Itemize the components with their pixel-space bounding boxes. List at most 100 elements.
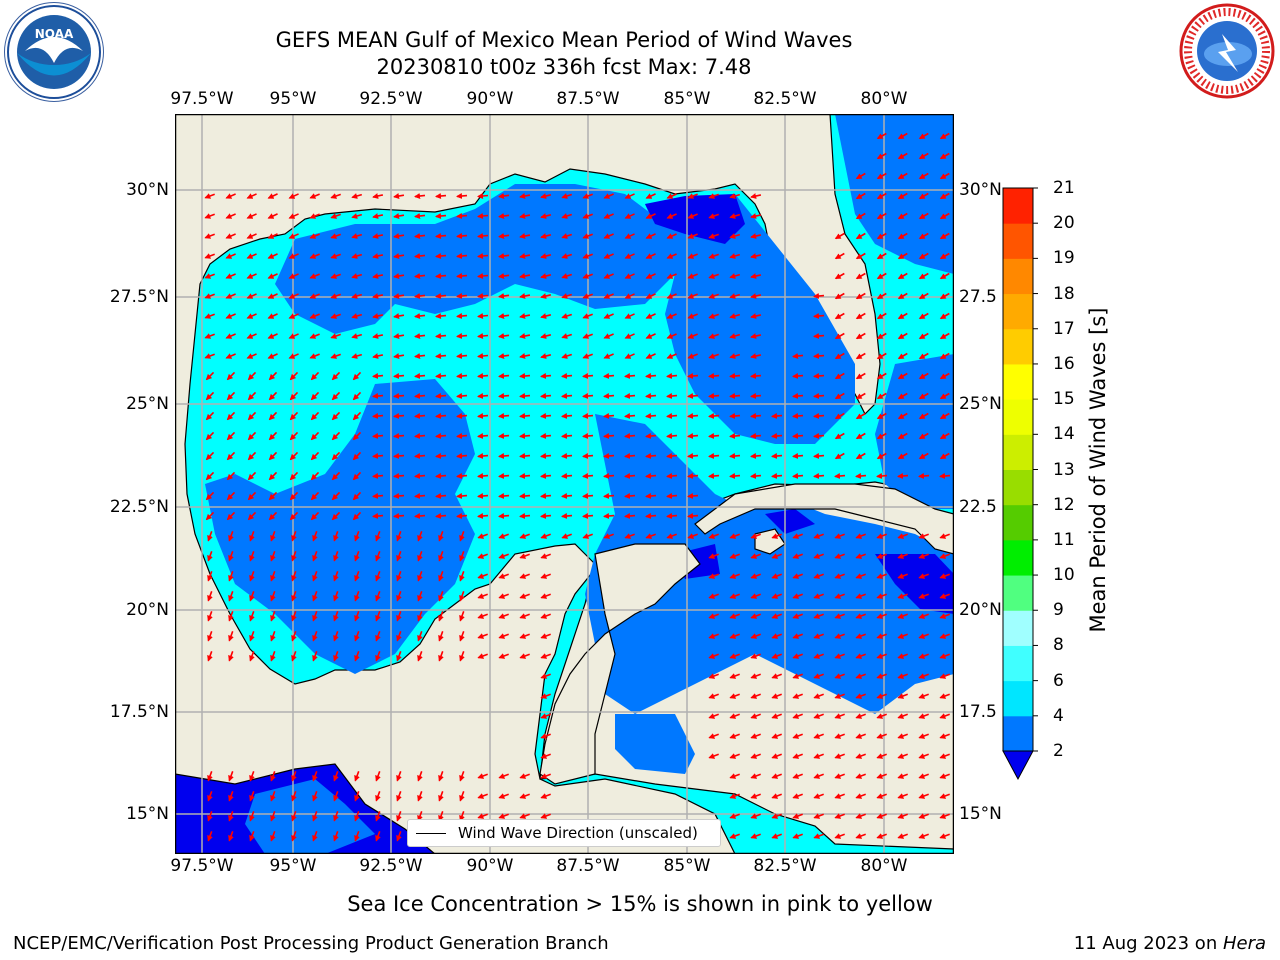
lat-tick-left: 15°N: [126, 804, 169, 824]
wind-arrow: [477, 533, 488, 539]
wind-arrow: [204, 313, 215, 319]
wind-arrow: [330, 293, 341, 299]
wind-arrow: [939, 432, 950, 440]
wind-arrow: [876, 553, 887, 559]
wind-arrow: [540, 673, 551, 679]
wind-arrow: [477, 433, 489, 439]
wind-arrow: [939, 132, 950, 140]
wind-arrow: [312, 831, 318, 842]
wind-arrow: [708, 313, 719, 319]
lat-tick-right: 20°N: [959, 600, 1002, 620]
lon-tick-bottom: 85°W: [663, 856, 711, 876]
wind-arrow: [456, 473, 468, 479]
wind-arrow: [729, 413, 741, 419]
wind-arrow: [876, 132, 887, 140]
wind-arrow: [477, 573, 488, 579]
wind-arrow: [246, 213, 257, 219]
colorbar-segment: [1003, 293, 1033, 330]
wind-arrow: [624, 313, 635, 319]
wind-arrow: [498, 813, 509, 819]
wind-arrow: [687, 533, 698, 539]
wind-arrow: [792, 633, 803, 639]
wind-arrow: [204, 213, 215, 219]
wind-arrow: [708, 393, 720, 399]
wind-arrow: [771, 453, 783, 459]
wind-arrow: [939, 633, 950, 639]
wind-arrow: [897, 633, 908, 639]
wind-arrow: [750, 813, 761, 819]
wind-arrow: [708, 333, 719, 339]
wind-arrow: [834, 352, 845, 360]
wind-arrow: [708, 713, 719, 719]
wind-arrow: [813, 733, 824, 739]
wind-arrow: [291, 591, 297, 602]
wind-arrow: [414, 293, 426, 299]
wind-arrow: [561, 373, 573, 379]
gulf-map: [175, 114, 954, 854]
wind-arrow: [645, 253, 656, 259]
wind-arrow: [729, 653, 740, 659]
lon-tick-bottom: 97.5°W: [170, 856, 234, 876]
wind-arrow: [750, 833, 761, 839]
wind-arrow: [333, 771, 339, 782]
wind-arrow: [540, 793, 551, 799]
wind-arrow: [855, 653, 866, 659]
wind-arrow: [270, 571, 276, 582]
wind-arrow: [666, 233, 677, 239]
wind-arrow: [477, 413, 489, 419]
wind-arrow: [792, 433, 804, 439]
wind-arrow: [687, 413, 699, 419]
wind-arrow: [498, 533, 509, 539]
wind-arrow: [708, 453, 720, 459]
wind-arrow: [750, 213, 762, 219]
wind-arrow: [417, 591, 423, 602]
wind-arrow: [228, 631, 234, 642]
wind-arrow: [477, 293, 489, 299]
wind-arrow: [897, 352, 908, 360]
wind-arrow: [375, 611, 381, 622]
wind-arrow: [393, 473, 405, 479]
wind-arrow: [855, 332, 866, 340]
colorbar-segment: [1003, 610, 1033, 646]
wind-arrow: [207, 591, 213, 602]
wind-arrow: [540, 413, 552, 419]
wind-arrow: [228, 791, 234, 802]
colorbar-segment: [1003, 188, 1033, 224]
wind-arrow: [351, 293, 363, 299]
wind-arrow: [291, 631, 297, 642]
wind-arrow: [396, 611, 402, 622]
wind-arrow: [645, 333, 656, 339]
wind-arrow: [477, 813, 488, 819]
wind-arrow: [247, 491, 257, 501]
wind-arrow: [792, 773, 803, 779]
wind-arrow: [666, 333, 677, 339]
wind-arrow: [477, 493, 489, 499]
wind-arrow: [750, 453, 762, 459]
wind-arrow: [249, 551, 255, 562]
wind-arrow: [352, 411, 362, 421]
wind-arrow: [687, 273, 698, 279]
wind-arrow: [414, 353, 426, 359]
colorbar-segment: [1003, 539, 1033, 576]
wind-arrow: [855, 292, 866, 300]
wind-arrow: [561, 493, 573, 499]
wind-arrow: [750, 373, 762, 379]
wind-arrow: [939, 412, 950, 420]
wind-arrow: [270, 771, 276, 782]
wind-arrow: [729, 713, 740, 719]
wind-arrow: [352, 471, 362, 481]
wind-arrow: [477, 373, 489, 379]
wind-arrow: [310, 371, 320, 381]
wind-arrow: [309, 233, 320, 239]
wind-arrow: [477, 393, 489, 399]
wind-arrow: [834, 473, 846, 479]
wind-arrow: [226, 371, 236, 381]
wind-arrow: [582, 213, 593, 219]
lon-tick-top: 90°W: [466, 89, 514, 109]
wind-arrow: [372, 353, 384, 359]
wind-arrow: [435, 233, 447, 239]
wind-arrow: [939, 473, 951, 479]
wind-arrow: [939, 533, 950, 539]
wind-arrow: [268, 491, 278, 501]
wind-arrow: [456, 233, 468, 239]
